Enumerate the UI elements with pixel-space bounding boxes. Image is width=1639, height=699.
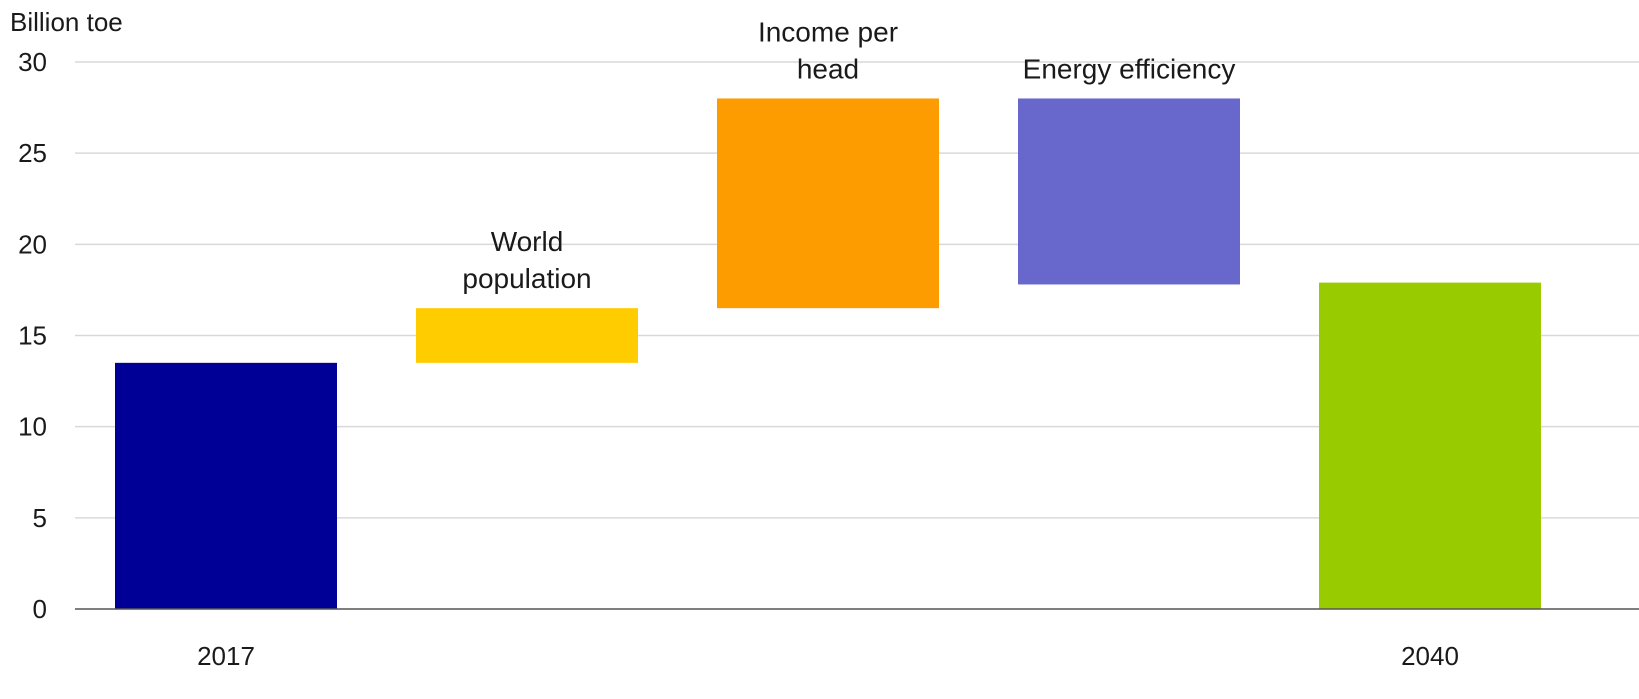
y-tick-label: 30 (18, 47, 47, 77)
y-axis-title: Billion toe (10, 7, 123, 37)
y-tick-label: 10 (18, 412, 47, 442)
x-category-label-y2017: 2017 (197, 641, 255, 671)
x-axis-labels: 2017 2040 (197, 641, 1459, 671)
bar-annotations: World population Income per head Energy effi… (462, 16, 1235, 294)
bar-annotation-income: head (797, 53, 859, 84)
bar-y2040 (1319, 282, 1541, 609)
bar-population (416, 308, 638, 363)
y-tick-label: 25 (18, 138, 47, 168)
bar-annotation-income: Income per (758, 16, 898, 47)
bar-efficiency (1018, 98, 1240, 285)
bars (115, 98, 1541, 609)
bar-annotation-efficiency: Energy efficiency (1023, 53, 1236, 84)
x-category-label-y2040: 2040 (1401, 641, 1459, 671)
y-tick-label: 20 (18, 229, 47, 259)
y-axis-ticks: 0 5 10 15 20 25 30 (18, 47, 47, 624)
bar-income (717, 98, 939, 309)
y-tick-label: 15 (18, 321, 47, 351)
bar-y2017 (115, 362, 337, 609)
bar-annotation-population: population (462, 263, 591, 294)
y-tick-label: 5 (33, 503, 47, 533)
bar-annotation-population: World (491, 226, 564, 257)
y-tick-label: 0 (33, 594, 47, 624)
